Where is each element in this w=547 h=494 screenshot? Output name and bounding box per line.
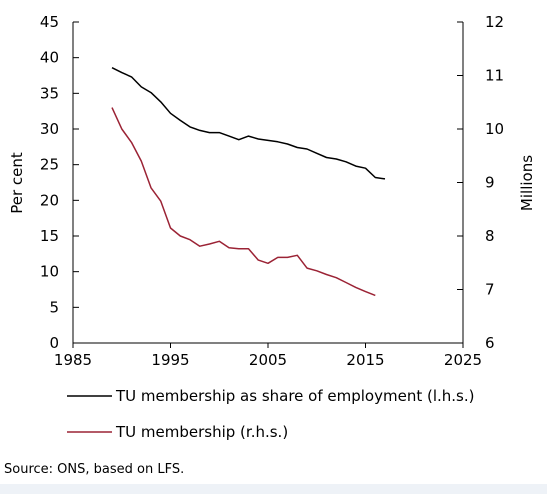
left-tick-label: 25 bbox=[40, 156, 59, 174]
left-tick-label: 40 bbox=[40, 49, 59, 67]
legend-label-share: TU membership as share of employment (l.… bbox=[115, 387, 474, 405]
x-axis-ticks: 1985 1995 2005 2015 2025 bbox=[54, 343, 482, 369]
plot-frame bbox=[72, 22, 464, 344]
series-line-membership bbox=[111, 107, 376, 297]
left-tick-label: 0 bbox=[49, 334, 59, 352]
legend-label-membership: TU membership (r.h.s.) bbox=[115, 423, 288, 441]
x-tick-label: 2025 bbox=[444, 351, 482, 369]
right-tick-label: 10 bbox=[485, 120, 504, 138]
right-tick-label: 9 bbox=[485, 174, 495, 192]
x-tick-label: 1995 bbox=[151, 351, 189, 369]
left-tick-label: 45 bbox=[40, 13, 59, 31]
left-tick-label: 35 bbox=[40, 84, 59, 102]
right-tick-label: 6 bbox=[485, 334, 495, 352]
series-line-share bbox=[111, 67, 386, 180]
left-tick-label: 10 bbox=[40, 263, 59, 281]
left-tick-label: 30 bbox=[40, 120, 59, 138]
chart: 1985 1995 2005 2015 2025 051015202530354045 … bbox=[4, 13, 536, 477]
x-tick-label: 2015 bbox=[346, 351, 384, 369]
footer-band bbox=[0, 484, 547, 494]
x-tick-label: 1985 bbox=[54, 351, 92, 369]
left-tick-label: 5 bbox=[49, 298, 59, 316]
right-tick-label: 12 bbox=[485, 13, 504, 31]
right-axis-title: Millions bbox=[518, 155, 536, 211]
left-axis-title: Per cent bbox=[8, 152, 26, 214]
source-note: Source: ONS, based on LFS. bbox=[4, 462, 184, 477]
series-layer bbox=[111, 67, 386, 297]
left-axis-ticks: 0 5 10 15 20 25 30 35 40 45 bbox=[40, 13, 79, 352]
legend: TU membership as share of employment (l.… bbox=[67, 387, 474, 441]
left-tick-label: 15 bbox=[40, 227, 59, 245]
left-tick-label: 20 bbox=[40, 191, 59, 209]
right-tick-label: 7 bbox=[485, 281, 495, 299]
x-tick-label: 2005 bbox=[249, 351, 287, 369]
right-tick-label: 11 bbox=[485, 67, 504, 85]
right-tick-label: 8 bbox=[485, 227, 495, 245]
right-axis-ticks: 6 7 8 9 10 11 12 bbox=[457, 13, 504, 352]
